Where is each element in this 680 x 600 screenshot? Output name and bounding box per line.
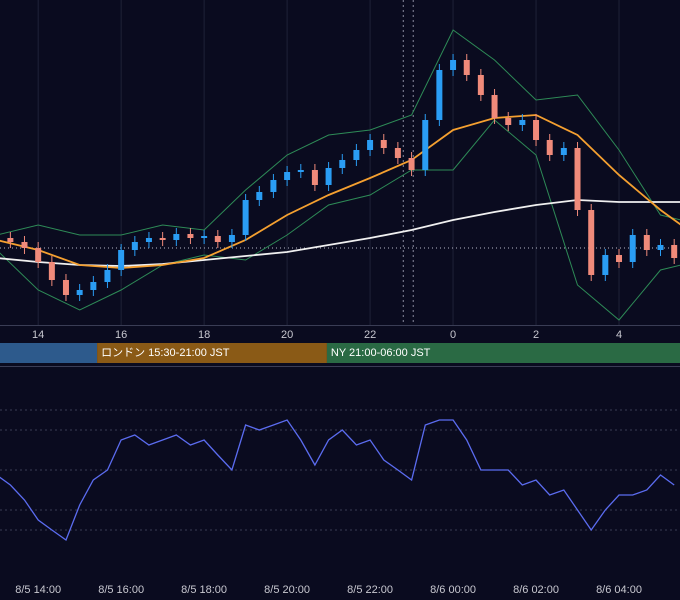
candle-body bbox=[7, 238, 14, 242]
candle-body bbox=[353, 150, 360, 160]
candle-body bbox=[671, 245, 678, 258]
candle-body bbox=[228, 235, 235, 242]
candle-body bbox=[311, 170, 318, 185]
session-label: NY 21:00-06:00 JST bbox=[331, 347, 431, 359]
candle-body bbox=[643, 235, 650, 250]
candle-body bbox=[256, 192, 263, 200]
x-tick-label: 18 bbox=[198, 329, 210, 341]
x-tick-label: 16 bbox=[115, 329, 127, 341]
candle-body bbox=[21, 242, 28, 248]
candle-body bbox=[118, 250, 125, 270]
x-tick-label: 8/5 16:00 bbox=[98, 584, 144, 596]
x-tick-label: 8/6 04:00 bbox=[596, 584, 642, 596]
x-tick-label: 8/6 00:00 bbox=[430, 584, 476, 596]
candle-body bbox=[629, 235, 636, 262]
candle-body bbox=[546, 140, 553, 155]
session-band bbox=[97, 343, 327, 363]
candle-body bbox=[408, 158, 415, 170]
x-tick-label: 8/5 22:00 bbox=[347, 584, 393, 596]
candle-body bbox=[145, 238, 152, 242]
x-tick-label: 8/5 20:00 bbox=[264, 584, 310, 596]
x-tick-label: 8/5 18:00 bbox=[181, 584, 227, 596]
x-tick-label: 4 bbox=[616, 329, 622, 341]
candle-body bbox=[394, 148, 401, 158]
candle-body bbox=[159, 238, 166, 240]
candle-body bbox=[463, 60, 470, 75]
indicator-line bbox=[0, 29, 680, 236]
session-band bbox=[0, 343, 98, 363]
candle-body bbox=[560, 148, 567, 155]
candle-body bbox=[574, 148, 581, 210]
candle-body bbox=[297, 170, 304, 172]
indicator-line bbox=[0, 114, 680, 269]
candle-body bbox=[505, 118, 512, 125]
candle-body bbox=[284, 172, 291, 180]
candle-body bbox=[588, 210, 595, 275]
candle-body bbox=[657, 245, 664, 250]
candle-body bbox=[187, 234, 194, 238]
candle-body bbox=[602, 255, 609, 275]
candle-body bbox=[477, 75, 484, 95]
x-tick-label: 22 bbox=[364, 329, 376, 341]
candle-body bbox=[90, 282, 97, 290]
candle-body bbox=[242, 200, 249, 235]
candle-body bbox=[533, 120, 540, 140]
candle-body bbox=[201, 236, 208, 238]
candle-body bbox=[214, 236, 221, 242]
candle-body bbox=[436, 70, 443, 120]
session-label: ロンドン 15:30-21:00 JST bbox=[101, 347, 230, 359]
candle-body bbox=[325, 168, 332, 185]
candle-body bbox=[422, 120, 429, 170]
x-tick-label: 2 bbox=[533, 329, 539, 341]
candle-body bbox=[270, 180, 277, 192]
candle-body bbox=[616, 255, 623, 262]
x-tick-label: 8/6 02:00 bbox=[513, 584, 559, 596]
candle-body bbox=[519, 120, 526, 125]
session-band bbox=[326, 343, 680, 363]
x-tick-label: 14 bbox=[32, 329, 44, 341]
oscillator-line bbox=[0, 419, 675, 542]
candle-body bbox=[48, 262, 55, 280]
x-tick-label: 0 bbox=[450, 329, 456, 341]
indicator-line bbox=[0, 199, 680, 267]
candle-body bbox=[380, 140, 387, 148]
candle-body bbox=[131, 242, 138, 250]
x-tick-label: 8/5 14:00 bbox=[15, 584, 61, 596]
candle-body bbox=[76, 290, 83, 295]
candle-body bbox=[491, 95, 498, 118]
candle-body bbox=[339, 160, 346, 168]
candle-body bbox=[450, 60, 457, 70]
candle-body bbox=[104, 270, 111, 282]
indicator-line bbox=[0, 119, 680, 321]
candle-body bbox=[35, 248, 42, 262]
candle-body bbox=[173, 234, 180, 240]
x-tick-label: 20 bbox=[281, 329, 293, 341]
candle-body bbox=[62, 280, 69, 295]
candle-body bbox=[367, 140, 374, 150]
